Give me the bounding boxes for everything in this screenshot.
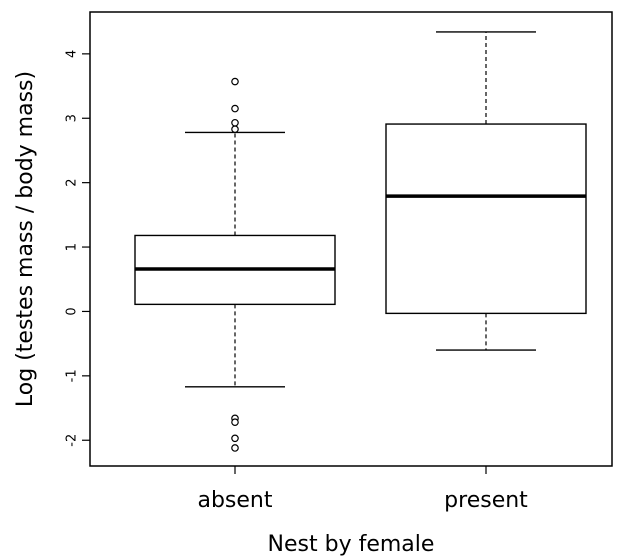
x-axis: absent present bbox=[197, 466, 528, 513]
x-tick-label-present: present bbox=[444, 488, 528, 513]
outlier-absent-3 bbox=[231, 125, 239, 134]
y-tick-label-4: 2 bbox=[65, 179, 80, 187]
outlier-absent-1 bbox=[231, 104, 239, 113]
boxes bbox=[134, 31, 587, 452]
iqr-box-present bbox=[385, 123, 587, 315]
box-present bbox=[385, 31, 587, 351]
y-tick-label-6: 4 bbox=[65, 50, 80, 58]
y-axis-title: Log (testes mass / body mass) bbox=[13, 71, 38, 407]
x-axis-title: Nest by female bbox=[268, 532, 435, 557]
y-axis: -2 -1 0 1 2 3 4 bbox=[65, 50, 90, 447]
outlier-absent-0 bbox=[231, 77, 239, 86]
box-absent bbox=[134, 77, 336, 452]
outlier-absent-2 bbox=[231, 118, 239, 127]
y-tick-label-1: -1 bbox=[65, 369, 80, 382]
plot-frame bbox=[89, 11, 613, 467]
y-tick-label-3: 1 bbox=[65, 243, 80, 251]
y-tick-label-5: 3 bbox=[65, 114, 80, 122]
outlier-absent-7 bbox=[231, 444, 239, 452]
outlier-absent-6 bbox=[231, 434, 239, 443]
y-tick-label-2: 0 bbox=[65, 307, 80, 315]
outlier-absent-5 bbox=[231, 418, 239, 427]
y-tick-label-0: -2 bbox=[65, 434, 80, 447]
x-tick-label-absent: absent bbox=[197, 488, 272, 513]
